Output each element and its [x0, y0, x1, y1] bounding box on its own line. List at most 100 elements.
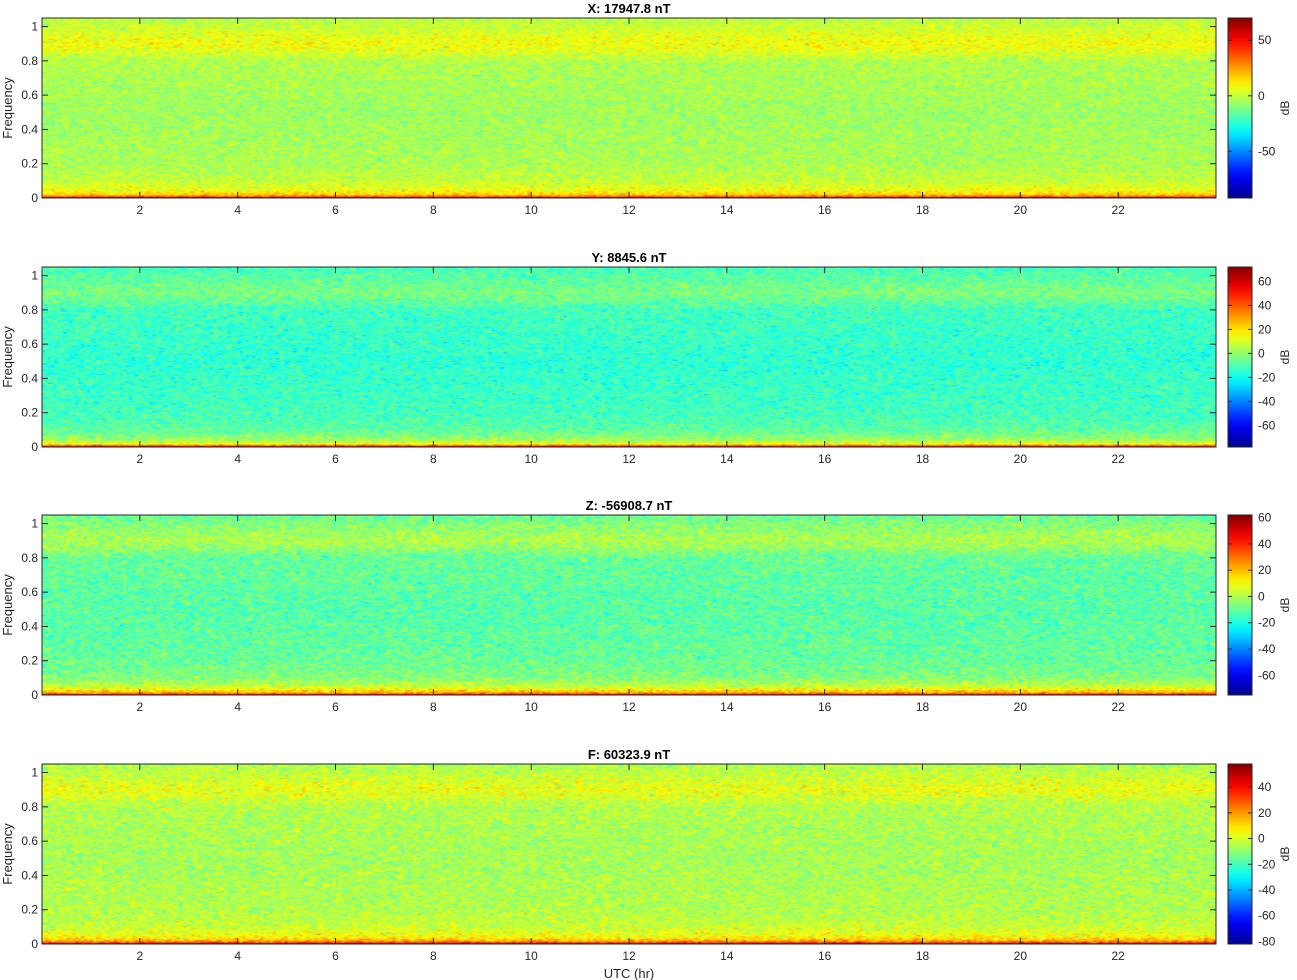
y-axis-label: Frequency — [0, 823, 15, 885]
x-tick-label: 8 — [430, 700, 437, 714]
spectrogram-panel-2: 2 4 6 8 10 12 14 16 18 20 22 0 0.2 0.4 0.6 0.8 1 Z: -5690… — [0, 498, 1292, 714]
colorbar-tick-label: -60 — [1258, 418, 1276, 432]
x-tick-label: 20 — [1014, 949, 1028, 963]
y-tick-label: 0.6 — [21, 585, 38, 599]
x-tick-label: 10 — [524, 700, 538, 714]
colorbar-label: dB — [1278, 598, 1292, 613]
y-tick-label: 0.6 — [21, 834, 38, 848]
colorbar-tick-label: -40 — [1258, 883, 1276, 897]
panel-title: X: 17947.8 nT — [587, 1, 670, 16]
x-tick-label: 10 — [524, 203, 538, 217]
x-tick-label: 16 — [818, 949, 832, 963]
x-tick-label: 14 — [720, 949, 734, 963]
y-tick-label: 0 — [31, 191, 38, 205]
x-tick-label: 12 — [622, 452, 636, 466]
x-tick-label: 22 — [1111, 203, 1125, 217]
x-tick-label: 16 — [818, 452, 832, 466]
y-tick-label: 1 — [31, 517, 38, 531]
x-tick-label: 14 — [720, 452, 734, 466]
x-tick-label: 12 — [622, 949, 636, 963]
colorbar-tick-label: 0 — [1258, 89, 1265, 103]
panel-title: F: 60323.9 nT — [588, 747, 670, 762]
y-tick-label: 1 — [31, 269, 38, 283]
colorbar-tick-label: -50 — [1258, 144, 1276, 158]
x-tick-label: 16 — [818, 203, 832, 217]
x-tick-label: 2 — [136, 700, 143, 714]
colorbar-tick-label: -60 — [1258, 909, 1276, 923]
x-tick-label: 4 — [234, 452, 241, 466]
y-tick-label: 0 — [31, 937, 38, 951]
colorbar-tick-label: 20 — [1258, 563, 1272, 577]
spectrogram-panel-3: 2 4 6 8 10 12 14 16 18 20 22 0 0.2 0.4 0.6 0.8 1 F: 60323… — [0, 747, 1292, 980]
y-tick-label: 0.4 — [21, 619, 38, 633]
colorbar — [1227, 514, 1253, 696]
x-tick-label: 14 — [720, 700, 734, 714]
spectrogram-panel-0: 2 4 6 8 10 12 14 16 18 20 22 0 0.2 0.4 0.6 0.8 1 X: 17947… — [0, 1, 1292, 217]
x-tick-label: 6 — [332, 452, 339, 466]
y-tick-label: 0.4 — [21, 868, 38, 882]
colorbar-tick-label: -40 — [1258, 642, 1276, 656]
y-tick-label: 0.6 — [21, 337, 38, 351]
y-axis-label: Frequency — [0, 77, 15, 139]
colorbar-tick-label: 0 — [1258, 832, 1265, 846]
x-tick-label: 6 — [332, 203, 339, 217]
spectrogram-panel-1: 2 4 6 8 10 12 14 16 18 20 22 0 0.2 0.4 0.6 0.8 1 Y: 8845.… — [0, 250, 1292, 466]
x-tick-label: 6 — [332, 949, 339, 963]
x-tick-label: 4 — [234, 949, 241, 963]
colorbar-tick-label: -60 — [1258, 668, 1276, 682]
heatmap-image — [42, 764, 1216, 944]
x-tick-label: 20 — [1014, 700, 1028, 714]
colorbar-tick-label: 50 — [1258, 33, 1272, 47]
x-tick-label: 10 — [524, 452, 538, 466]
x-tick-label: 20 — [1014, 452, 1028, 466]
x-tick-label: 8 — [430, 949, 437, 963]
x-tick-label: 8 — [430, 452, 437, 466]
colorbar-tick-label: 20 — [1258, 322, 1272, 336]
y-tick-label: 0 — [31, 440, 38, 454]
x-tick-label: 4 — [234, 203, 241, 217]
x-axis-label: UTC (hr) — [604, 966, 655, 980]
heatmap-image — [42, 267, 1216, 447]
x-tick-label: 22 — [1111, 949, 1125, 963]
y-tick-label: 0.2 — [21, 406, 38, 420]
x-tick-label: 16 — [818, 700, 832, 714]
colorbar-tick-label: 40 — [1258, 298, 1272, 312]
colorbar-tick-label: -20 — [1258, 370, 1276, 384]
y-axis-label: Frequency — [0, 326, 15, 388]
colorbar-label: dB — [1278, 350, 1292, 365]
x-tick-label: 2 — [136, 949, 143, 963]
y-tick-label: 0.2 — [21, 654, 38, 668]
y-tick-label: 1 — [31, 766, 38, 780]
colorbar-tick-label: 40 — [1258, 537, 1272, 551]
y-tick-label: 0.6 — [21, 88, 38, 102]
x-tick-label: 10 — [524, 949, 538, 963]
x-tick-label: 8 — [430, 203, 437, 217]
x-tick-label: 18 — [916, 700, 930, 714]
colorbar-label: dB — [1278, 847, 1292, 862]
colorbar — [1227, 763, 1253, 945]
colorbar-tick-label: 60 — [1258, 511, 1272, 525]
x-tick-label: 2 — [136, 452, 143, 466]
colorbar-tick-label: -40 — [1258, 394, 1276, 408]
panel-title: Y: 8845.6 nT — [592, 250, 667, 265]
x-tick-label: 12 — [622, 203, 636, 217]
panel-title: Z: -56908.7 nT — [586, 498, 673, 513]
y-tick-label: 1 — [31, 20, 38, 34]
x-tick-label: 6 — [332, 700, 339, 714]
colorbar-tick-label: 0 — [1258, 589, 1265, 603]
x-tick-label: 20 — [1014, 203, 1028, 217]
y-tick-label: 0.2 — [21, 903, 38, 917]
colorbar-tick-label: 0 — [1258, 346, 1265, 360]
y-tick-label: 0.8 — [21, 800, 38, 814]
y-tick-label: 0 — [31, 688, 38, 702]
colorbar-tick-label: -80 — [1258, 934, 1276, 948]
y-tick-label: 0.4 — [21, 122, 38, 136]
x-tick-label: 22 — [1111, 700, 1125, 714]
x-tick-label: 18 — [916, 452, 930, 466]
colorbar-tick-label: 60 — [1258, 274, 1272, 288]
x-tick-label: 18 — [916, 949, 930, 963]
x-tick-label: 12 — [622, 700, 636, 714]
y-axis-label: Frequency — [0, 574, 15, 636]
colorbar-tick-label: -20 — [1258, 616, 1276, 630]
